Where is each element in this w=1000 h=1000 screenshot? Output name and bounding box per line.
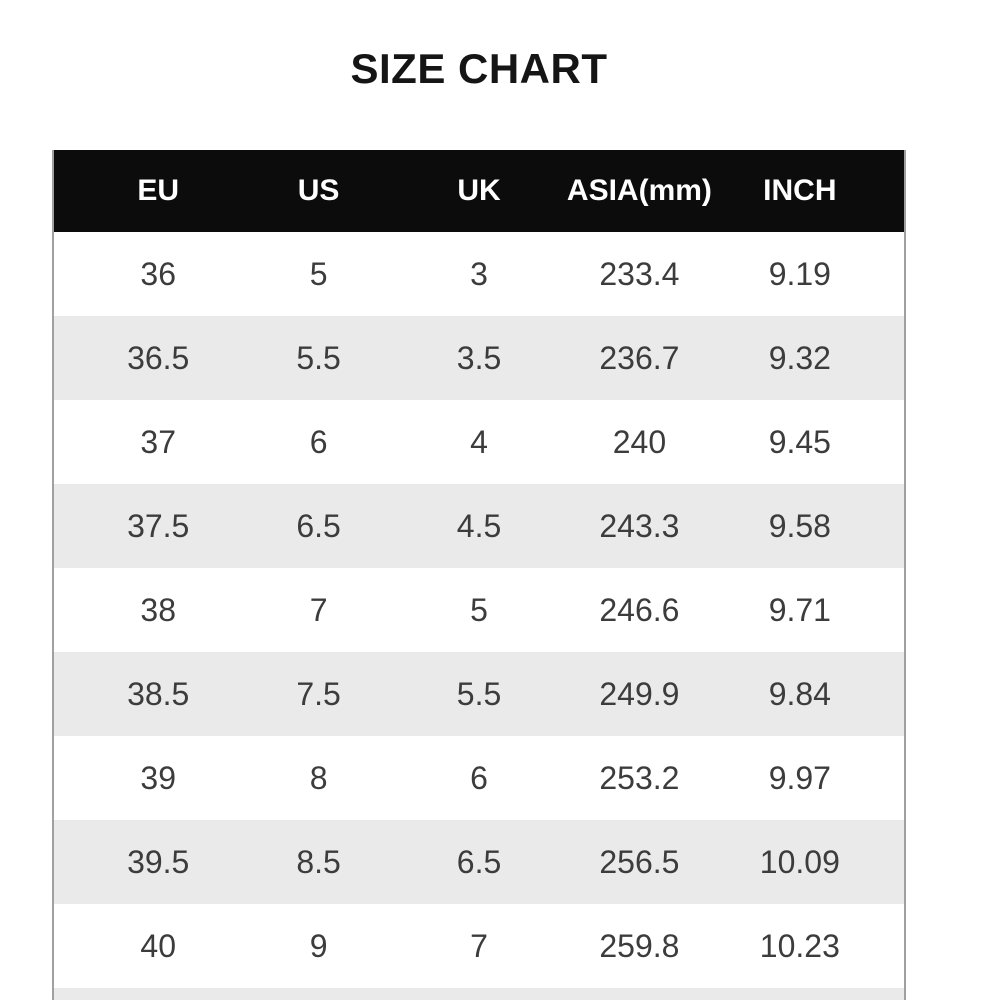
table-cell: 5.5 — [456, 675, 502, 712]
table-cell: 243.3 — [599, 507, 680, 544]
table-row: 37.5 6.5 4.5 243.3 9.58 — [54, 484, 904, 568]
table-cell: 246.6 — [599, 591, 680, 628]
table-row: 37 6 4 240 9.45 — [54, 400, 904, 484]
table-cell: 9.84 — [768, 675, 831, 712]
table-cell: 10.23 — [759, 927, 840, 964]
table-cell: 253.2 — [599, 759, 680, 796]
table-cell: 249.9 — [599, 675, 680, 712]
page-title: SIZE CHART — [350, 45, 608, 92]
column-header: INCH — [763, 174, 837, 207]
table-cell: 4 — [470, 423, 488, 460]
table-cell: 38 — [140, 591, 176, 628]
table-row: 36 5 3 233.4 9.19 — [54, 232, 904, 316]
table-body: 36 5 3 233.4 9.19 36.5 5.5 3.5 236.7 9.32 37 6 4 240 9… — [54, 232, 904, 988]
table-cell: 6.5 — [456, 843, 502, 880]
table-cell: 256.5 — [599, 843, 680, 880]
table-cell: 5 — [470, 591, 488, 628]
table-cell: 5.5 — [296, 339, 341, 376]
table-cell: 6 — [309, 423, 328, 460]
table-cell: 9.71 — [768, 591, 831, 628]
table-row: 39.5 8.5 6.5 256.5 10.09 — [54, 820, 904, 904]
table-cell: 259.8 — [599, 927, 680, 964]
table-cell: 3.5 — [456, 339, 502, 376]
table-cell: 36 — [140, 255, 176, 292]
table-cell: 9.19 — [768, 255, 831, 292]
table-row: 39 8 6 253.2 9.97 — [54, 736, 904, 820]
table-cell: 8 — [309, 759, 328, 796]
table-cell: 38.5 — [127, 675, 190, 712]
table-cell: 3 — [470, 255, 488, 292]
table-cell: 7.5 — [296, 675, 341, 712]
table-cell: 5 — [309, 255, 328, 292]
table-row: 38 7 5 246.6 9.71 — [54, 568, 904, 652]
table-cell: 9 — [309, 927, 328, 964]
table-cell: 8.5 — [296, 843, 341, 880]
column-header: US — [297, 174, 340, 207]
table-cell: 9.58 — [768, 507, 831, 544]
table-cell: 9.97 — [768, 759, 831, 796]
table-cell: 37 — [140, 423, 176, 460]
table-cell: 39.5 — [127, 843, 190, 880]
table-cell: 240 — [612, 423, 667, 460]
table-cell: 7 — [309, 591, 328, 628]
column-header: UK — [457, 174, 501, 207]
table-cell: 233.4 — [599, 255, 680, 292]
table-cell: 40 — [140, 927, 176, 964]
table-cell: 36.5 — [127, 339, 190, 376]
table-cell: 9.32 — [768, 339, 831, 376]
column-header: EU — [137, 174, 180, 207]
table-cell: 39 — [140, 759, 176, 796]
table-cell: 6 — [470, 759, 488, 796]
table-row: 36.5 5.5 3.5 236.7 9.32 — [54, 316, 904, 400]
table-cell: 37.5 — [127, 507, 190, 544]
table-cell: 236.7 — [599, 339, 680, 376]
table-cell: 9.45 — [768, 423, 831, 460]
table-row: 38.5 7.5 5.5 249.9 9.84 — [54, 652, 904, 736]
table-cell: 7 — [470, 927, 488, 964]
size-chart-table: EU US UK ASIA(mm) INCH 36 5 3 233.4 9.19 36.5 5.5 3… — [52, 150, 906, 1000]
table-cell: 6.5 — [296, 507, 341, 544]
clipped-next-row — [54, 988, 904, 1000]
table-header-row: EU US UK ASIA(mm) INCH — [54, 150, 904, 232]
table-cell: 4.5 — [456, 507, 502, 544]
column-header: ASIA(mm) — [566, 174, 712, 207]
table-row: 40 9 7 259.8 10.23 — [54, 904, 904, 988]
table-cell: 10.09 — [759, 843, 840, 880]
size-chart-page: SIZE CHART EU US UK ASIA(mm) INCH 36 5 3 233.4 9… — [52, 0, 906, 1000]
